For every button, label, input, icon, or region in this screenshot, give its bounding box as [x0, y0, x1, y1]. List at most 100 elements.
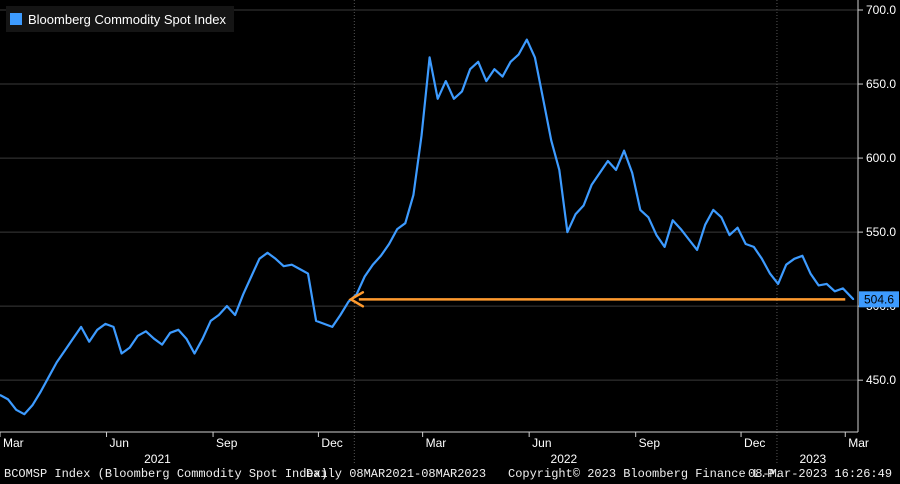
data-point [234, 314, 236, 316]
data-point [404, 222, 407, 224]
data-point [590, 183, 593, 186]
data-point [323, 323, 326, 325]
data-point [720, 216, 723, 219]
annotation-arrow-head [348, 291, 365, 308]
year-label: 2023 [799, 452, 826, 464]
data-point [112, 326, 115, 328]
last-value-label: 504.6 [864, 292, 894, 306]
footer-range: Daily 08MAR2021-08MAR2023 [306, 467, 487, 481]
data-point [671, 219, 674, 222]
data-point [744, 243, 747, 245]
data-point [607, 160, 609, 162]
data-point [153, 337, 155, 340]
data-point [161, 343, 163, 346]
data-point [509, 61, 512, 63]
data-point [558, 169, 561, 171]
data-point [193, 352, 196, 355]
data-point [688, 238, 690, 241]
data-point [428, 56, 431, 59]
data-point [128, 346, 131, 349]
data-point [623, 149, 625, 152]
data-point [209, 320, 212, 322]
data-point [258, 258, 261, 260]
data-point [526, 38, 528, 41]
data-point [7, 398, 9, 401]
data-point [388, 243, 390, 245]
legend: Bloomberg Commodity Spot Index [6, 6, 234, 32]
data-point [55, 361, 58, 364]
data-point [185, 337, 188, 340]
x-tick-label: Mar [426, 436, 447, 450]
series-line [0, 38, 855, 416]
data-point [412, 194, 415, 196]
data-point [380, 255, 382, 257]
y-tick-label: 600.0 [866, 151, 896, 165]
data-point [39, 391, 42, 393]
data-point [736, 226, 739, 229]
data-point [420, 135, 423, 137]
data-point [785, 263, 787, 266]
x-axis-labels: Mar Jun Sep Dec Mar Jun Sep Dec Mar 2021 2022 2023 [3, 436, 869, 464]
data-point [307, 272, 309, 275]
data-point [793, 258, 796, 260]
data-point [104, 323, 107, 325]
data-point [542, 98, 544, 100]
data-point [753, 246, 755, 248]
data-point [809, 272, 812, 275]
x-tick-label: Jun [110, 436, 129, 450]
footer-copyright: Copyright© 2023 Bloomberg Finance L.P. [508, 467, 782, 481]
data-point [201, 337, 204, 340]
data-point [72, 337, 74, 340]
data-point [299, 268, 301, 270]
data-point [704, 223, 706, 226]
data-point [680, 228, 682, 230]
data-point [436, 98, 439, 100]
data-point [461, 90, 463, 93]
annotation-arrow-layer [348, 291, 846, 308]
data-point [80, 326, 82, 328]
data-point [445, 80, 447, 82]
data-point [453, 98, 455, 100]
data-point [177, 329, 180, 331]
x-tick-label: Sep [639, 436, 661, 450]
data-point [96, 329, 99, 331]
data-point [218, 314, 220, 316]
data-point [145, 330, 147, 333]
data-point [242, 293, 244, 296]
data-point [331, 326, 334, 328]
data-point [291, 263, 293, 266]
data-point [852, 298, 855, 301]
data-point [801, 255, 804, 257]
data-point [599, 172, 601, 174]
data-point [120, 352, 123, 355]
series-layer [0, 38, 855, 416]
axes [0, 0, 863, 437]
data-point [250, 275, 253, 278]
y-tick-label: 550.0 [866, 225, 896, 239]
data-point [647, 216, 650, 219]
year-label: 2021 [144, 452, 171, 464]
data-point [315, 320, 317, 322]
data-point [769, 272, 771, 275]
data-point [169, 332, 171, 334]
data-point [517, 53, 520, 56]
legend-label: Bloomberg Commodity Spot Index [28, 11, 226, 27]
x-tick-label: Mar [848, 436, 869, 450]
data-point [339, 314, 342, 316]
data-point [825, 283, 828, 285]
data-point [266, 252, 269, 254]
last-value-badge [859, 291, 899, 308]
data-point [31, 404, 34, 407]
data-point [347, 300, 350, 303]
data-point [728, 234, 731, 236]
data-point [0, 394, 1, 396]
data-point [282, 265, 285, 268]
x-tick-label: Dec [744, 436, 765, 450]
data-point [477, 61, 480, 63]
y-tick-label: 450.0 [866, 373, 896, 387]
data-point [631, 172, 633, 174]
x-tick-label: Mar [3, 436, 24, 450]
data-point [574, 213, 577, 216]
data-point [534, 56, 536, 59]
